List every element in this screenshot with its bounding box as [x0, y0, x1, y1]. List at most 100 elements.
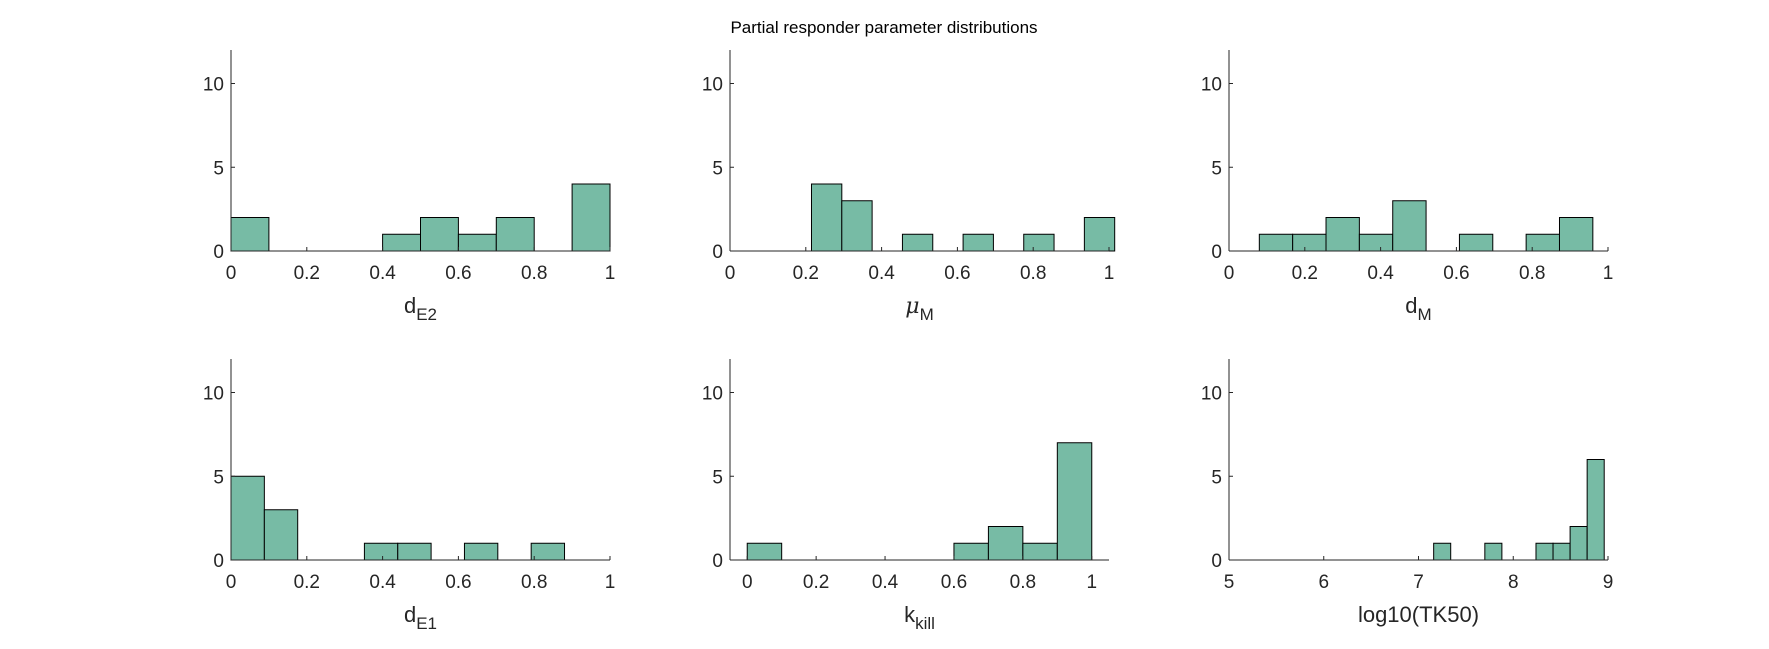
x-axis-label: dM — [1405, 293, 1431, 324]
histogram-bar — [457, 233, 497, 252]
x-tick-label: 0.6 — [445, 263, 471, 284]
y-tick-label: 0 — [712, 242, 723, 263]
x-tick-label: 0.4 — [1367, 263, 1394, 284]
x-tick-label: 0.4 — [369, 263, 396, 284]
histogram-bar — [571, 183, 611, 252]
x-axis-label: kkill — [904, 602, 935, 633]
x-tick-label: 1 — [605, 572, 616, 593]
figure-title: Partial responder parameter distribution… — [730, 18, 1037, 37]
histogram-bar — [1258, 233, 1294, 252]
x-tick-label: 0.8 — [1519, 263, 1545, 284]
x-tick-label: 0.8 — [521, 572, 547, 593]
y-tick-label: 0 — [1211, 551, 1222, 572]
histogram-bar — [1525, 233, 1560, 252]
x-tick-label: 0.6 — [944, 263, 970, 284]
x-axis-label: dE2 — [404, 293, 437, 324]
histogram-bar — [363, 542, 399, 561]
x-tick-label: 6 — [1318, 572, 1329, 593]
y-tick-label: 10 — [1201, 384, 1222, 405]
x-tick-label: 0 — [725, 263, 736, 284]
histogram-bar — [1458, 233, 1494, 252]
histogram-bar — [495, 217, 535, 252]
y-tick-label: 10 — [702, 75, 723, 96]
x-tick-label: 1 — [1104, 263, 1115, 284]
histogram-bar — [530, 542, 566, 561]
histogram-bar — [1484, 542, 1503, 561]
histogram-bar — [420, 217, 459, 252]
y-tick-label: 5 — [712, 467, 723, 488]
x-tick-label: 1 — [1603, 263, 1614, 284]
x-tick-label: 0.6 — [445, 572, 471, 593]
x-tick-label: 0.8 — [521, 263, 547, 284]
histogram-bar — [1358, 233, 1394, 252]
x-tick-label: 0.8 — [1020, 263, 1046, 284]
x-tick-label: 8 — [1508, 572, 1519, 593]
histogram-bar — [397, 542, 432, 561]
y-tick-label: 10 — [203, 75, 224, 96]
x-tick-label: 1 — [605, 263, 616, 284]
histogram-bar — [987, 526, 1024, 561]
histogram-bar — [1022, 542, 1058, 561]
histogram-bar — [1586, 459, 1605, 561]
x-tick-label: 0 — [226, 572, 237, 593]
histogram-bar — [1325, 217, 1360, 252]
x-axis-label: log10(TK50) — [1358, 602, 1479, 627]
y-tick-label: 0 — [213, 551, 224, 572]
x-tick-label: 9 — [1603, 572, 1614, 593]
x-tick-label: 0.2 — [803, 572, 829, 593]
x-tick-label: 0.6 — [1443, 263, 1469, 284]
histogram-bar — [1535, 542, 1554, 561]
histogram-bar — [463, 542, 499, 561]
x-tick-label: 0.2 — [793, 263, 819, 284]
y-tick-label: 0 — [712, 551, 723, 572]
x-tick-label: 0 — [226, 263, 237, 284]
y-tick-label: 5 — [213, 158, 224, 179]
x-tick-label: 5 — [1224, 572, 1235, 593]
y-tick-label: 10 — [203, 384, 224, 405]
histogram-bar — [230, 475, 265, 561]
x-tick-label: 0.4 — [868, 263, 895, 284]
histogram-bar — [841, 200, 873, 252]
y-tick-label: 5 — [712, 158, 723, 179]
x-tick-label: 0.6 — [941, 572, 967, 593]
x-tick-label: 0.4 — [369, 572, 396, 593]
histogram-bar — [1433, 542, 1452, 561]
histogram-bar — [382, 233, 422, 252]
y-tick-label: 5 — [213, 467, 224, 488]
histogram-bar — [1292, 233, 1327, 252]
y-tick-label: 10 — [702, 384, 723, 405]
x-tick-label: 7 — [1413, 572, 1424, 593]
y-tick-label: 0 — [1211, 242, 1222, 263]
x-tick-label: 0.2 — [1292, 263, 1318, 284]
histogram-bar — [1083, 217, 1116, 252]
histogram-bar — [746, 542, 783, 561]
histogram-bar — [263, 509, 299, 561]
histogram-bar — [1056, 442, 1093, 561]
y-tick-label: 5 — [1211, 467, 1222, 488]
x-tick-label: 0 — [742, 572, 753, 593]
histogram-bar — [1023, 233, 1055, 252]
histogram-bar — [1392, 200, 1427, 252]
y-tick-label: 10 — [1201, 75, 1222, 96]
histogram-bar — [901, 233, 934, 252]
y-tick-label: 0 — [213, 242, 224, 263]
histogram-bar — [810, 183, 843, 252]
x-tick-label: 0.2 — [294, 263, 320, 284]
histogram-bar — [1558, 217, 1594, 252]
x-tick-label: 0.8 — [1010, 572, 1036, 593]
histogram-bar — [1569, 526, 1588, 561]
x-tick-label: 1 — [1086, 572, 1097, 593]
x-tick-label: 0 — [1224, 263, 1235, 284]
y-tick-label: 5 — [1211, 158, 1222, 179]
histogram-bar — [953, 542, 989, 561]
histogram-bar — [230, 217, 270, 252]
histogram-bar — [1552, 542, 1571, 561]
x-axis-label: dE1 — [404, 602, 437, 633]
